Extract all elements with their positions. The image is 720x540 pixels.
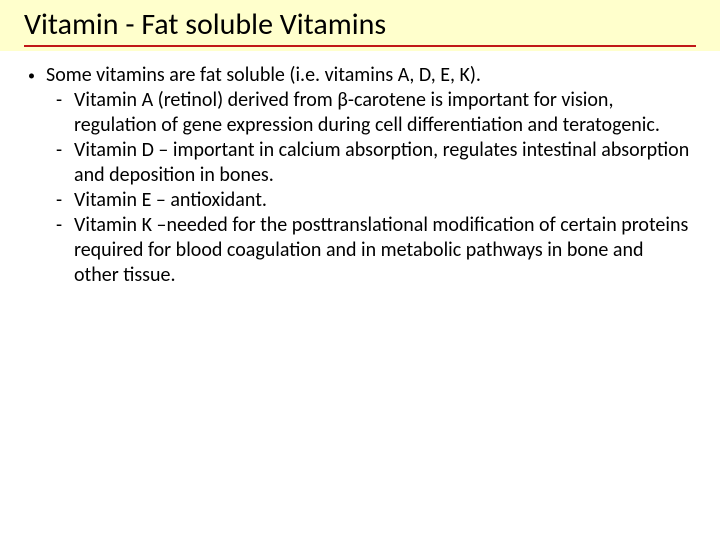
sub-item-text: Vitamin A (retinol) derived from β-carot…: [74, 88, 692, 138]
list-item: - Vitamin D – important in calcium absor…: [56, 138, 692, 188]
main-bullet-text: Some vitamins are fat soluble (i.e. vita…: [46, 63, 692, 88]
main-bullet: • Some vitamins are fat soluble (i.e. vi…: [28, 63, 692, 88]
dash-icon: -: [56, 88, 74, 113]
content-area: • Some vitamins are fat soluble (i.e. vi…: [0, 51, 720, 288]
list-item: - Vitamin K –needed for the posttranslat…: [56, 213, 692, 288]
bullet-icon: •: [28, 63, 46, 85]
list-item: - Vitamin E – antioxidant.: [56, 188, 692, 213]
sub-bullet-list: - Vitamin A (retinol) derived from β-car…: [28, 88, 692, 288]
sub-item-text: Vitamin K –needed for the posttranslatio…: [74, 213, 692, 288]
sub-item-text: Vitamin E – antioxidant.: [74, 188, 692, 213]
title-band: Vitamin - Fat soluble Vitamins: [0, 0, 720, 51]
dash-icon: -: [56, 138, 74, 163]
sub-item-text: Vitamin D – important in calcium absorpt…: [74, 138, 692, 188]
dash-icon: -: [56, 188, 74, 213]
dash-icon: -: [56, 213, 74, 238]
list-item: - Vitamin A (retinol) derived from β-car…: [56, 88, 692, 138]
slide-title: Vitamin - Fat soluble Vitamins: [24, 6, 696, 47]
